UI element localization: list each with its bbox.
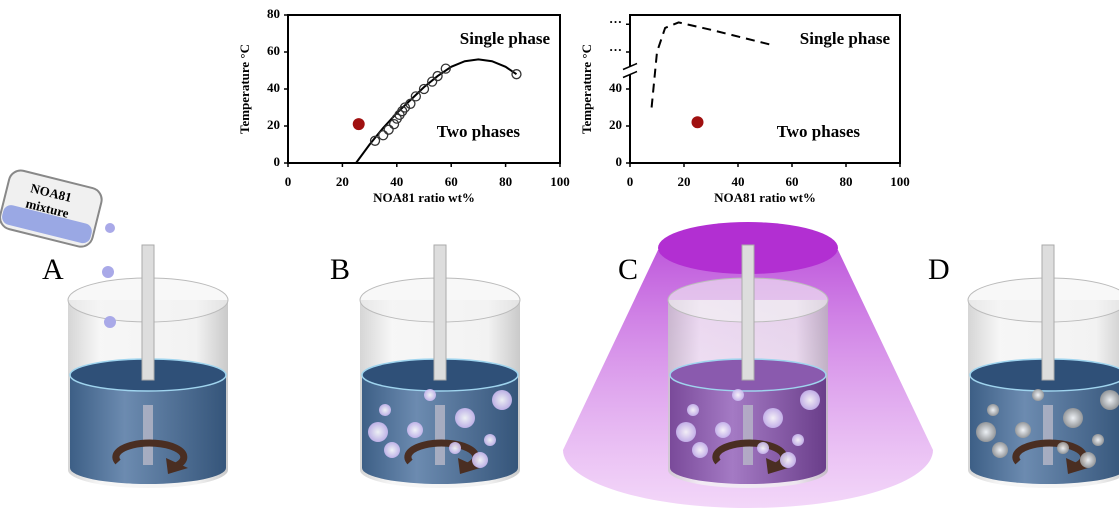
droplet: [472, 452, 488, 468]
stirrer-rod: [434, 245, 446, 380]
x-tick-label: 100: [890, 174, 910, 189]
curve: [356, 59, 516, 163]
panel-label: D: [928, 253, 950, 286]
drop: [105, 223, 115, 233]
stirrer-rod: [142, 245, 154, 380]
annotation: Single phase: [460, 29, 551, 48]
annotation: Two phases: [437, 122, 521, 141]
data-point: [411, 92, 420, 101]
stirrer-rod: [435, 405, 445, 465]
droplet: [780, 452, 796, 468]
droplet: [484, 434, 496, 446]
y-tick-label: …: [609, 39, 622, 54]
x-tick-label: 20: [336, 174, 349, 189]
droplet: [379, 404, 391, 416]
annotation: Single phase: [800, 29, 891, 48]
droplet: [384, 442, 400, 458]
particle: [1080, 452, 1096, 468]
y-tick-label: 40: [609, 80, 622, 95]
stirrer-rod: [742, 245, 754, 380]
curve: [652, 22, 771, 107]
droplet: [800, 390, 820, 410]
y-axis-title: Temperature °C: [237, 44, 252, 134]
bottle: NOA81 mixture: [0, 168, 104, 249]
beaker: [968, 245, 1119, 488]
y-tick-label: 0: [274, 154, 281, 169]
stirrer-rod: [1042, 245, 1054, 380]
y-tick-label: 20: [267, 117, 280, 132]
y-tick-label: 80: [267, 6, 280, 21]
droplet: [455, 408, 475, 428]
droplet: [449, 442, 461, 454]
droplet: [368, 422, 388, 442]
y-tick-label: 20: [609, 117, 622, 132]
x-tick-label: 20: [678, 174, 691, 189]
y-tick-label: 60: [267, 43, 280, 58]
particle: [1063, 408, 1083, 428]
data-point: [384, 125, 393, 134]
annotation: Two phases: [777, 122, 861, 141]
particle: [1092, 434, 1104, 446]
x-tick-label: 60: [445, 174, 458, 189]
y-tick-label: 0: [616, 154, 623, 169]
particle: [992, 442, 1008, 458]
panel-label: A: [42, 253, 64, 286]
panel-label: C: [618, 253, 638, 286]
x-tick-label: 40: [732, 174, 745, 189]
x-tick-label: 100: [550, 174, 570, 189]
y-axis-title: Temperature °C: [579, 44, 594, 134]
y-tick-label: 40: [267, 80, 280, 95]
droplet: [763, 408, 783, 428]
stirrer-rod: [143, 405, 153, 465]
figure: A B C D NOA81 mixture 0 20 40 60 80 100 0 20 40 6…: [0, 0, 1119, 516]
y-tick-label: …: [609, 11, 622, 26]
stirrer-rod: [1043, 405, 1053, 465]
particle: [987, 404, 999, 416]
particle: [1015, 422, 1031, 438]
droplet: [407, 422, 423, 438]
particle: [1032, 389, 1044, 401]
droplet: [424, 389, 436, 401]
x-tick-label: 0: [285, 174, 292, 189]
droplet: [687, 404, 699, 416]
drop: [102, 266, 114, 278]
particle: [1057, 442, 1069, 454]
drop: [104, 316, 116, 328]
x-tick-label: 80: [499, 174, 512, 189]
x-tick-label: 60: [786, 174, 799, 189]
droplet: [676, 422, 696, 442]
x-axis-title: NOA81 ratio wt%: [373, 190, 475, 205]
particle: [976, 422, 996, 442]
panel-label: B: [330, 253, 350, 286]
sample-marker: [353, 118, 365, 130]
droplet: [492, 390, 512, 410]
x-tick-label: 80: [840, 174, 853, 189]
sample-marker: [692, 116, 704, 128]
x-tick-label: 0: [627, 174, 634, 189]
data-point: [379, 131, 388, 140]
beaker: [68, 245, 228, 488]
droplet: [692, 442, 708, 458]
beaker: [360, 245, 520, 488]
x-tick-label: 40: [390, 174, 403, 189]
stirrer-rod: [743, 405, 753, 465]
droplet: [715, 422, 731, 438]
droplet: [757, 442, 769, 454]
x-axis-title: NOA81 ratio wt%: [714, 190, 816, 205]
droplet: [732, 389, 744, 401]
data-point: [390, 120, 399, 129]
droplet: [792, 434, 804, 446]
